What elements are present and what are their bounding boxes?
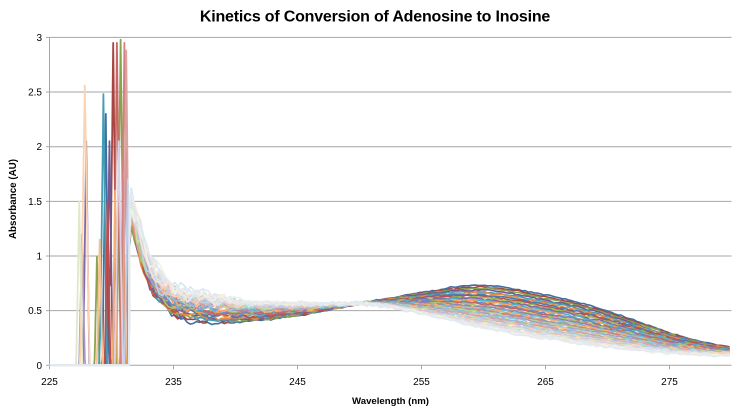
svg-text:Absorbance (AU): Absorbance (AU): [8, 159, 19, 239]
svg-text:235: 235: [165, 377, 182, 388]
svg-text:255: 255: [413, 377, 430, 388]
svg-text:3: 3: [36, 33, 42, 44]
svg-text:Wavelength (nm): Wavelength (nm): [352, 396, 429, 407]
svg-text:245: 245: [289, 377, 306, 388]
svg-text:1: 1: [36, 252, 42, 263]
svg-text:1.5: 1.5: [28, 197, 42, 208]
svg-text:225: 225: [41, 377, 58, 388]
svg-text:0: 0: [36, 361, 42, 372]
svg-text:Kinetics of Conversion of Aden: Kinetics of Conversion of Adenosine to I…: [200, 9, 551, 26]
svg-text:275: 275: [661, 377, 678, 388]
svg-text:2.5: 2.5: [28, 88, 42, 99]
svg-text:265: 265: [537, 377, 554, 388]
svg-text:2: 2: [36, 142, 42, 153]
svg-text:0.5: 0.5: [28, 306, 42, 317]
